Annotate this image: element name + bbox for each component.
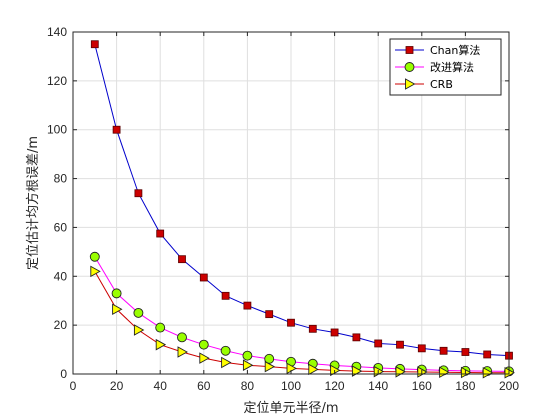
legend-item: Chan算法 bbox=[395, 43, 480, 57]
x-tick-label: 60 bbox=[197, 379, 211, 393]
legend-label: 改进算法 bbox=[430, 60, 474, 74]
y-tick-label: 0 bbox=[60, 367, 67, 381]
data-point bbox=[199, 352, 210, 364]
data-point bbox=[396, 340, 404, 349]
data-point bbox=[178, 255, 186, 264]
data-point bbox=[177, 346, 188, 358]
data-point bbox=[242, 350, 253, 361]
x-tick-label: 40 bbox=[154, 379, 168, 393]
data-point bbox=[220, 345, 231, 356]
y-tick-label: 140 bbox=[47, 25, 67, 39]
legend-label: CRB bbox=[430, 78, 453, 91]
data-point bbox=[198, 339, 209, 350]
x-tick-label: 140 bbox=[368, 379, 388, 393]
data-point bbox=[242, 359, 254, 371]
data-point bbox=[439, 366, 450, 379]
data-point bbox=[90, 40, 99, 49]
legend-item: 改进算法 bbox=[395, 60, 474, 74]
y-tick-label: 80 bbox=[54, 172, 68, 186]
data-point bbox=[352, 333, 361, 342]
data-point bbox=[111, 288, 122, 299]
ticks: 0 20 40 60 80 100 120 140 160 180 200 0 20 40 60 80 100 1… bbox=[47, 25, 519, 393]
x-tick-label: 200 bbox=[499, 379, 519, 393]
x-tick-label: 160 bbox=[412, 379, 432, 393]
data-point bbox=[265, 310, 274, 319]
y-axis-title: 定位估计均方根误差/m bbox=[25, 136, 41, 270]
data-point bbox=[308, 363, 319, 376]
data-point bbox=[155, 338, 167, 351]
y-tick-label: 40 bbox=[54, 269, 68, 283]
legend-marker bbox=[404, 62, 415, 72]
data-point bbox=[177, 332, 187, 343]
data-point bbox=[287, 318, 295, 327]
data-point bbox=[264, 360, 276, 373]
data-point bbox=[112, 125, 121, 134]
data-point bbox=[221, 291, 230, 300]
data-point bbox=[374, 339, 383, 348]
data-point bbox=[156, 229, 165, 238]
x-tick-label: 180 bbox=[455, 379, 475, 393]
y-tick-label: 20 bbox=[54, 318, 68, 332]
data-point bbox=[133, 307, 144, 318]
y-tick-label: 60 bbox=[54, 220, 68, 234]
data-point bbox=[417, 344, 426, 353]
legend-item: CRB bbox=[395, 78, 453, 91]
data-point bbox=[264, 353, 275, 364]
data-point bbox=[90, 265, 101, 278]
series-0 bbox=[90, 40, 513, 360]
x-tick-label: 100 bbox=[281, 379, 301, 393]
data-point bbox=[112, 303, 123, 316]
data-point bbox=[330, 328, 339, 337]
data-point bbox=[483, 350, 492, 359]
x-tick-label: 0 bbox=[70, 379, 77, 393]
y-tick-label: 100 bbox=[47, 123, 67, 137]
x-axis-title: 定位单元半径/m bbox=[243, 401, 338, 416]
data-point bbox=[134, 189, 143, 198]
legend-marker bbox=[405, 78, 416, 90]
data-point bbox=[461, 348, 470, 356]
y-tick-label: 120 bbox=[47, 74, 67, 88]
data-point bbox=[199, 273, 208, 282]
data-point bbox=[243, 301, 252, 310]
data-point bbox=[133, 324, 145, 336]
data-point bbox=[89, 251, 100, 262]
data-point bbox=[308, 324, 317, 333]
legend-marker bbox=[405, 46, 414, 54]
data-point bbox=[439, 346, 448, 355]
legend-label: Chan算法 bbox=[430, 43, 480, 57]
x-tick-label: 20 bbox=[110, 379, 124, 393]
x-tick-label: 120 bbox=[325, 379, 345, 393]
data-point bbox=[482, 367, 494, 379]
data-point bbox=[155, 322, 166, 333]
x-tick-label: 80 bbox=[241, 379, 255, 393]
data-point bbox=[221, 356, 232, 369]
